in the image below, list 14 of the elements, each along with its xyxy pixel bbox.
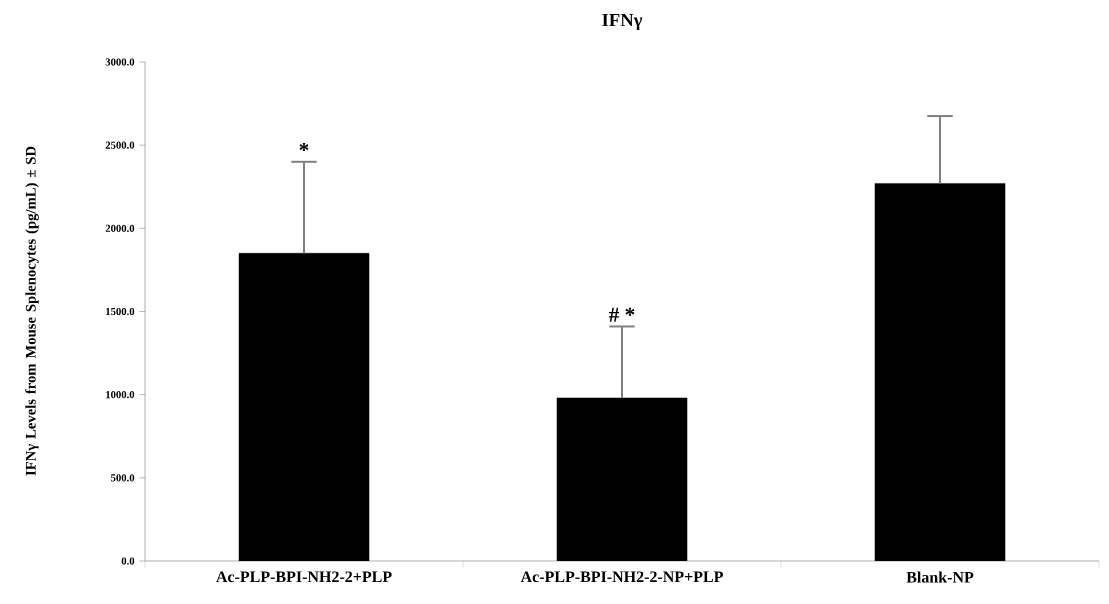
annotation: # * <box>608 307 635 322</box>
y-tick-label: 0.0 <box>121 557 135 565</box>
y-tick-label: 2500.0 <box>105 141 135 149</box>
y-tick-label: 3000.0 <box>105 58 135 66</box>
x-tick-label: Blank-NP <box>906 571 974 583</box>
y-tick-label: 1000.0 <box>106 391 135 399</box>
y-axis-title: IFNγ Levels from Mouse Splenocytes (pg/mL) ± SD <box>25 146 39 476</box>
y-tick-label: 1500.0 <box>106 307 135 316</box>
x-tick-label: Ac-PLP-BPI-NH2-2-NP+PLP <box>520 571 723 583</box>
chart-title: IFNγ <box>602 13 643 31</box>
y-tick-label: 2000.0 <box>105 224 135 232</box>
x-tick-label: Ac-PLP-BPI-NH2-2+PLP <box>216 571 392 583</box>
y-tick-label: 500.0 <box>111 474 135 482</box>
annotation: * <box>299 143 309 152</box>
